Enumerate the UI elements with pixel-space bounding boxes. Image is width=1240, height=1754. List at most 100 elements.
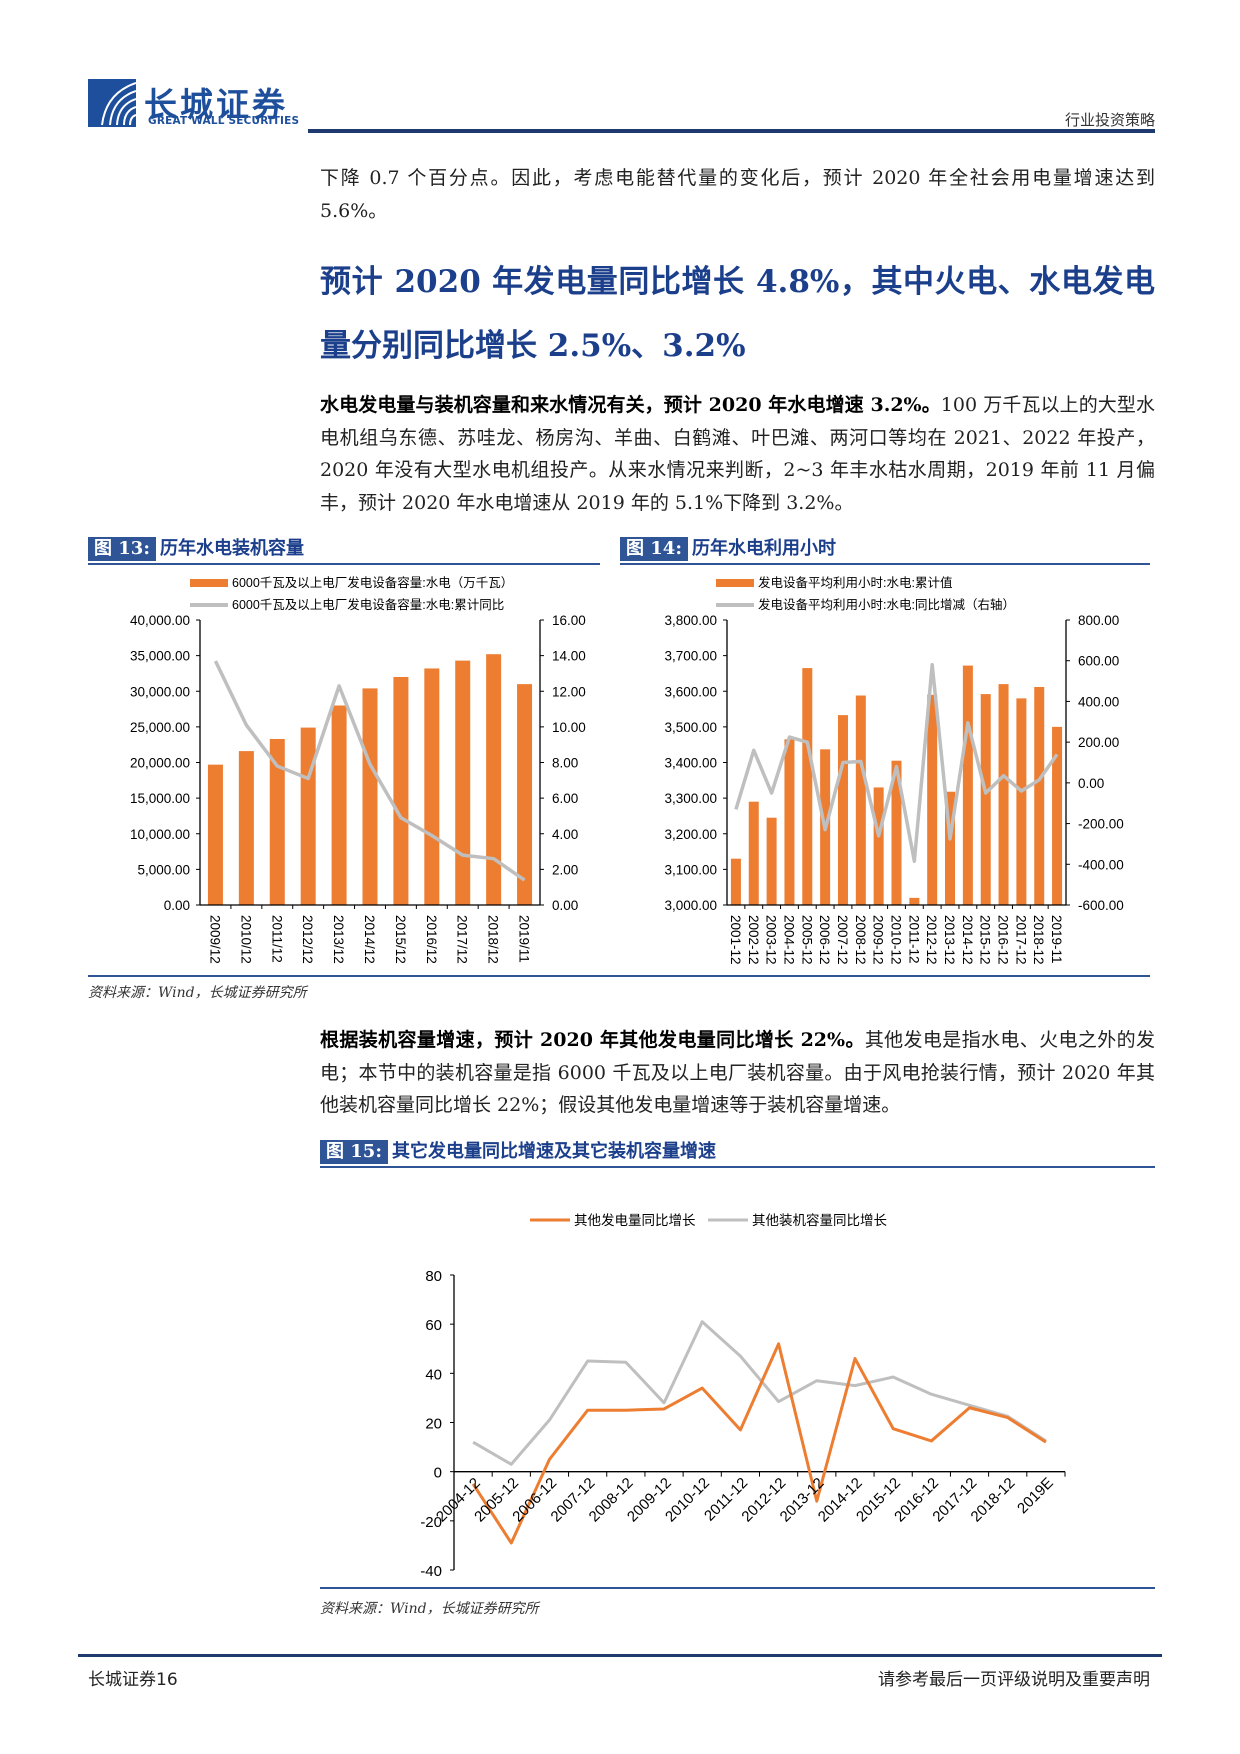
x-tick-label: 2017/12 [455, 915, 470, 964]
y2-tick-label: -200.00 [1078, 817, 1124, 832]
x-tick-label: 2012/12 [300, 915, 315, 964]
bar [300, 727, 316, 905]
figure-14-title: 图 14: 历年水电利用小时 [620, 537, 1150, 565]
bar [873, 787, 884, 905]
y-tick-label: 30,000.00 [130, 684, 190, 699]
x-tick-label: 2018/12 [486, 915, 501, 964]
x-tick-label: 2014-12 [960, 915, 975, 965]
x-tick-label: 2019/11 [517, 915, 532, 963]
y-tick-label: 3,200.00 [664, 827, 717, 842]
y-tick-label: 3,400.00 [664, 756, 717, 771]
bar [927, 694, 938, 905]
y-tick-label: 3,800.00 [664, 613, 717, 628]
x-tick-label: 2001-12 [728, 915, 743, 965]
y2-tick-label: 12.00 [552, 684, 586, 699]
figure-caption: 历年水电装机容量 [159, 538, 304, 559]
logo-text: 长城证券 [144, 85, 288, 124]
x-tick-label: 2008-12 [853, 915, 868, 965]
y-tick-label: -40 [420, 1563, 442, 1580]
series-line [213, 660, 526, 882]
paragraph-other: 根据装机容量增速，预计 2020 年其他发电量同比增长 22%。其他发电是指水电… [320, 1024, 1155, 1122]
y-tick-label: 25,000.00 [130, 720, 190, 735]
x-tick-label: 2015-12 [978, 915, 993, 965]
y2-tick-label: -400.00 [1078, 857, 1124, 872]
x-tick-label: 2009-12 [871, 915, 886, 965]
x-tick-label: 2005-12 [799, 915, 814, 965]
y-tick-label: 3,600.00 [664, 684, 717, 699]
y-tick-label: 35,000.00 [130, 649, 190, 664]
legend-label: 发电设备平均利用小时:水电:累计值 [758, 575, 952, 590]
logo-subtext: GREAT WALL SECURITIES [148, 115, 300, 127]
paragraph-body: 100 万千瓦以上的大型水电机组乌东德、苏哇龙、杨房沟、羊曲、白鹤滩、叶巴滩、两… [320, 394, 1155, 514]
y2-tick-label: 16.00 [552, 613, 586, 628]
bar [945, 791, 956, 905]
bar [207, 764, 223, 905]
bar [362, 688, 378, 905]
bar [517, 684, 533, 905]
source-note: 资料来源：Wind，长城证券研究所 [320, 1601, 539, 1617]
x-tick-label: 2019-11 [1049, 915, 1064, 964]
footer-page: 长城证券16 [88, 1670, 178, 1690]
bar [730, 858, 741, 905]
figure-label: 图 15: [320, 1140, 388, 1164]
y-tick-label: 10,000.00 [130, 827, 190, 842]
legend-label: 发电设备平均利用小时:水电:同比增减（右轴） [758, 597, 1015, 612]
figure-rule [320, 1587, 1155, 1589]
legend-label: 其他发电量同比增长 [574, 1213, 696, 1228]
series-line [472, 1320, 1047, 1466]
x-tick-label: 2019E [1014, 1474, 1057, 1517]
logo-wave-icon [101, 82, 136, 126]
x-tick-label: 2017-12 [1013, 915, 1028, 965]
figure-label: 图 14: [620, 537, 688, 561]
chart-hydro-capacity: 6000千瓦及以上电厂发电设备容量:水电（万千瓦） 6000千瓦及以上电厂发电设备… [130, 575, 586, 964]
x-tick-label: 2013-12 [942, 915, 957, 965]
logo-mark [88, 79, 136, 127]
y-tick-label: 3,000.00 [664, 898, 717, 913]
paragraph-body: 其他发电是指水电、火电之外的发电；本节中的装机容量是指 6000 千瓦及以上电厂… [320, 1029, 1155, 1116]
legend-label: 6000千瓦及以上电厂发电设备容量:水电:累计同比 [232, 597, 504, 612]
x-tick-label: 2006-12 [817, 915, 832, 965]
bar [1016, 698, 1027, 905]
legend-label: 6000千瓦及以上电厂发电设备容量:水电（万千瓦） [232, 575, 513, 590]
chart-other-growth: 其他发电量同比增长 其他装机容量同比增长-40-200204060802004-1… [420, 1212, 1066, 1580]
figure-rule [88, 975, 1150, 977]
y2-tick-label: 600.00 [1078, 654, 1119, 669]
bar [909, 897, 920, 905]
bar [331, 705, 347, 905]
y-tick-label: 20,000.00 [130, 756, 190, 771]
bar [802, 668, 813, 905]
figure-caption: 其它发电量同比增速及其它装机容量增速 [391, 1141, 716, 1162]
figure-caption: 历年水电利用小时 [691, 538, 836, 559]
bar [486, 654, 502, 905]
x-tick-label: 2016/12 [424, 915, 439, 964]
series-line [734, 663, 1059, 863]
y2-tick-label: 0.00 [1078, 776, 1104, 791]
intro-paragraph: 下降 0.7 个百分点。因此，考虑电能替代量的变化后，预计 2020 年全社会用… [320, 167, 1155, 222]
bar [998, 684, 1009, 905]
x-tick-label: 2014/12 [362, 915, 377, 964]
y-tick-label: 3,300.00 [664, 791, 717, 806]
y2-tick-label: 8.00 [552, 756, 578, 771]
y2-tick-label: 6.00 [552, 791, 578, 806]
x-tick-label: 2011/12 [269, 915, 284, 963]
paragraph-hydro: 水电发电量与装机容量和来水情况有关，预计 2020 年水电增速 3.2%。100… [320, 389, 1155, 519]
y2-tick-label: 4.00 [552, 827, 578, 842]
bar [962, 665, 973, 905]
bar [455, 660, 471, 905]
section-heading: 预计 2020 年发电量同比增长 4.8%，其中火电、水电发电量分别同比增长 2… [320, 264, 1155, 364]
x-tick-label: 2016-12 [996, 915, 1011, 965]
x-tick-label: 2012-12 [924, 915, 939, 965]
x-tick-label: 2002-12 [746, 915, 761, 965]
x-tick-label: 2004-12 [781, 915, 796, 965]
legend-label: 其他装机容量同比增长 [752, 1212, 887, 1228]
bar [748, 801, 759, 905]
y2-tick-label: 200.00 [1078, 735, 1119, 750]
y2-tick-label: -600.00 [1078, 898, 1124, 913]
x-tick-label: 2009/12 [207, 915, 222, 964]
figure-15-title: 图 15: 其它发电量同比增速及其它装机容量增速 [320, 1140, 1155, 1168]
x-tick-label: 2010/12 [238, 915, 253, 964]
y-tick-label: -20 [420, 1514, 442, 1531]
y-tick-label: 0.00 [164, 898, 190, 913]
y2-tick-label: 0.00 [552, 898, 578, 913]
